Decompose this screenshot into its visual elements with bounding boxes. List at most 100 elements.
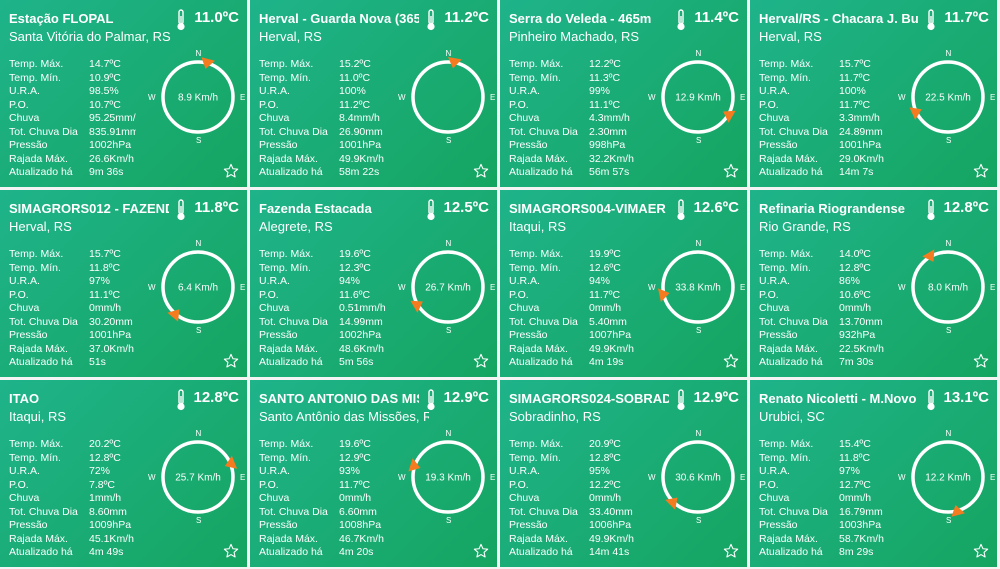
reading-row: P.O. 12.2ºC [509,479,636,493]
reading-value: 14m 41s [589,546,630,558]
reading-label: Atualizado há [509,546,573,558]
reading-label: Temp. Mín. [259,451,311,464]
station-name[interactable]: Herval/RS - Chacara J. Bu [759,11,919,26]
station-card[interactable]: Refinaria Riograndense Rio Grande, RS 12… [750,190,997,377]
station-name[interactable]: Fazenda Estacada [259,201,372,216]
compass-south: S [446,326,452,335]
star-outline-icon[interactable] [473,163,489,179]
station-name[interactable]: SANTO ANTONIO DAS MIS [259,391,419,406]
reading-label: Pressão [9,519,48,531]
station-location: Herval, RS [259,29,322,44]
reading-label: Pressão [259,329,298,341]
station-card[interactable]: ITAO Itaqui, RS 12.8ºC Temp. Máx. 20.2ºC… [0,380,247,567]
reading-label: Tot. Chuva Dia [9,505,78,518]
station-name[interactable]: Estação FLOPAL [9,11,114,26]
compass-ring [161,60,235,134]
reading-label: Rajada Máx. [509,342,568,355]
station-card[interactable]: Renato Nicoletti - M.Novo Urubici, SC 13… [750,380,997,567]
reading-label: Atualizado há [259,356,323,368]
reading-row: Atualizado há 5m 56s [259,356,386,370]
reading-row: Temp. Mín. 10.9ºC [9,72,136,86]
station-location: Urubici, SC [759,409,825,424]
station-name[interactable]: Serra do Veleda - 465m [509,11,652,26]
reading-label: Temp. Mín. [759,261,811,274]
star-outline-icon[interactable] [223,543,239,559]
compass-south: S [946,136,952,145]
reading-row: U.R.A. 99% [509,85,636,99]
star-outline-icon[interactable] [973,353,989,369]
station-card[interactable]: SIMAGRORS012 - FAZEND Herval, RS 11.8ºC … [0,190,247,377]
reading-value: 12.8ºC [839,261,871,274]
reading-value: 1003hPa [839,519,882,531]
reading-value: 95.25mm/h [89,112,136,124]
star-outline-icon[interactable] [223,163,239,179]
reading-row: Temp. Mín. 12.8ºC [9,452,136,466]
reading-label: Tot. Chuva Dia [509,125,578,138]
reading-row: Chuva 0mm/h [9,302,136,316]
station-readings: Temp. Máx. 15.7ºC Temp. Mín. 11.7ºC U.R.… [759,58,886,180]
reading-row: Atualizado há 14m 7s [759,166,886,180]
station-name[interactable]: SIMAGRORS004-VIMAER [509,201,666,216]
reading-value: 8m 29s [839,546,874,558]
station-card[interactable]: Herval/RS - Chacara J. Bu Herval, RS 11.… [750,0,997,187]
reading-value: 19.6ºC [339,438,371,450]
reading-label: Rajada Máx. [509,532,568,545]
reading-row: U.R.A. 94% [259,275,386,289]
reading-label: Atualizado há [759,356,823,368]
reading-row: Chuva 0mm/h [759,302,886,316]
station-card[interactable]: Serra do Veleda - 465m Pinheiro Machado,… [500,0,747,187]
reading-value: 12.9ºC [339,451,371,464]
star-outline-icon[interactable] [223,353,239,369]
reading-value: 11.8ºC [839,451,871,464]
station-name[interactable]: SIMAGRORS012 - FAZEND [9,201,169,216]
reading-value: 45.1Km/h [89,532,134,545]
station-name[interactable]: Herval - Guarda Nova (365 [259,11,419,26]
reading-value: 11.1ºC [89,288,121,301]
reading-value: 48.6Km/h [339,342,384,355]
reading-row: P.O. 10.6ºC [759,289,886,303]
star-outline-icon[interactable] [723,353,739,369]
station-readings: Temp. Máx. 15.7ºC Temp. Mín. 11.8ºC U.R.… [9,248,136,370]
star-outline-icon[interactable] [973,543,989,559]
station-name[interactable]: SIMAGRORS024-SOBRADI [509,391,669,406]
station-name[interactable]: Refinaria Riograndense [759,201,905,216]
reading-label: U.R.A. [9,465,40,477]
station-name[interactable]: Renato Nicoletti - M.Novo [759,391,917,406]
station-card[interactable]: Herval - Guarda Nova (365 Herval, RS 11.… [250,0,497,187]
reading-row: Chuva 0mm/h [509,302,636,316]
reading-label: U.R.A. [509,85,540,97]
thermometer-icon [427,389,435,411]
reading-label: Temp. Máx. [259,58,314,70]
station-card[interactable]: Fazenda Estacada Alegrete, RS 12.5ºC Tem… [250,190,497,377]
current-temperature: 11.8ºC [194,199,239,216]
star-outline-icon[interactable] [723,543,739,559]
compass-south: S [696,516,702,525]
reading-row: Tot. Chuva Dia 13.70mm [759,316,886,330]
reading-label: Tot. Chuva Dia [259,315,328,328]
station-readings: Temp. Máx. 19.6ºC Temp. Mín. 12.3ºC U.R.… [259,248,386,370]
reading-row: U.R.A. 72% [9,465,136,479]
reading-value: 0mm/h [89,302,122,314]
reading-row: P.O. 7.8ºC [9,479,136,493]
star-outline-icon[interactable] [973,163,989,179]
station-location: Herval, RS [9,219,72,234]
star-outline-icon[interactable] [723,163,739,179]
reading-label: Temp. Mín. [509,261,561,274]
reading-value: 30.20mm [89,315,133,328]
compass-ring [661,60,735,134]
station-name[interactable]: ITAO [9,391,40,406]
station-card[interactable]: SANTO ANTONIO DAS MIS Santo Antônio das … [250,380,497,567]
reading-value: 97% [89,275,111,287]
star-outline-icon[interactable] [473,353,489,369]
station-card[interactable]: Estação FLOPAL Santa Vitória do Palmar, … [0,0,247,187]
reading-value: 12.6ºC [589,261,621,274]
reading-value: 22.5Km/h [839,342,884,355]
reading-label: Atualizado há [9,166,73,178]
station-card[interactable]: SIMAGRORS024-SOBRADI Sobradinho, RS 12.9… [500,380,747,567]
reading-value: 2.30mm [589,125,627,138]
reading-value: 94% [339,275,361,287]
station-card[interactable]: SIMAGRORS004-VIMAER Itaqui, RS 12.6ºC Te… [500,190,747,377]
reading-label: Tot. Chuva Dia [9,315,78,328]
star-outline-icon[interactable] [473,543,489,559]
wind-compass: 25.7 Km/h N S E W [148,427,247,527]
